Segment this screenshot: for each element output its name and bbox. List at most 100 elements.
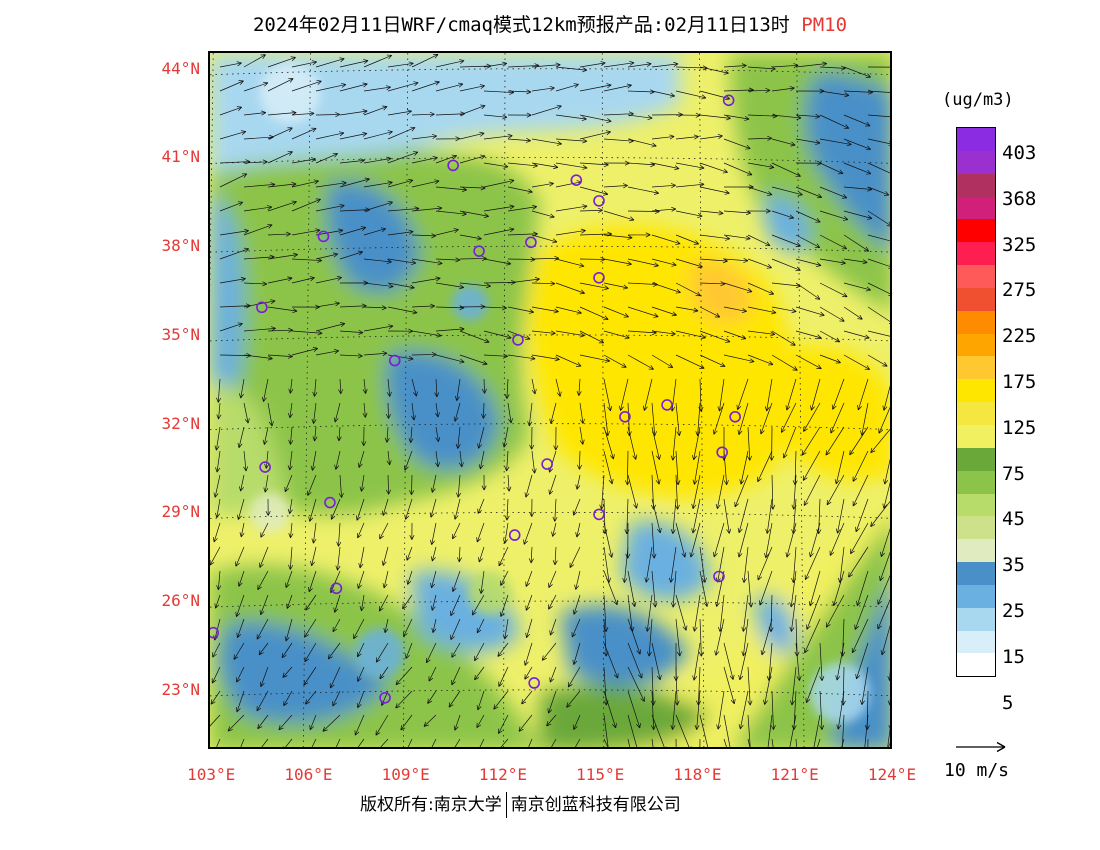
wind-arrow [843, 138, 872, 151]
wind-arrow [476, 618, 485, 634]
wind-arrow [555, 228, 586, 236]
wind-arrow [213, 474, 221, 498]
wind-arrow [359, 594, 365, 612]
wind-arrow [675, 182, 705, 188]
wind-arrow [723, 162, 753, 176]
wind-arrow [848, 546, 869, 578]
wind-arrow [785, 378, 797, 411]
wind-arrow [333, 594, 341, 613]
wind-arrow [627, 690, 641, 729]
wind-arrow [411, 133, 437, 140]
wind-arrow [795, 61, 828, 68]
wind-arrow [435, 186, 468, 192]
wind-arrow [305, 594, 317, 611]
wind-arrow [548, 474, 557, 495]
wind-arrow [502, 426, 509, 448]
wind-arrow [395, 666, 413, 686]
wind-arrow [675, 258, 703, 269]
wind-arrow [281, 642, 293, 659]
wind-arrow [579, 83, 612, 92]
wind-arrow [524, 474, 533, 498]
wind-arrow [747, 186, 773, 196]
station-marker [716, 446, 728, 459]
wind-arrow [311, 738, 317, 747]
wind-arrow [877, 598, 890, 630]
wind-arrow [404, 450, 413, 471]
wind-arrow [483, 353, 508, 359]
legend-swatch [957, 196, 995, 220]
wind-arrow [603, 354, 627, 368]
station-marker [593, 195, 605, 207]
wind-arrow [699, 66, 729, 75]
wind-arrow [555, 330, 585, 338]
longitude-line [210, 53, 214, 304]
wind-arrow [310, 450, 317, 471]
wind-arrow [572, 498, 581, 516]
wind-arrow [483, 227, 515, 236]
wind-arrow [507, 306, 535, 314]
wind-arrow [315, 228, 344, 236]
wind-arrow [675, 738, 677, 747]
wind-arrow [259, 666, 269, 688]
wind-arrow [239, 474, 245, 492]
wind-arrow [829, 522, 845, 556]
wind-arrow [215, 498, 221, 518]
wind-arrow [651, 206, 677, 212]
wind-arrow [285, 570, 293, 588]
wind-arrow [644, 546, 653, 583]
latitude-line [210, 68, 890, 76]
wind-arrow [357, 666, 365, 682]
longitude-line [601, 53, 605, 747]
wind-arrow [219, 173, 248, 188]
wind-arrow [819, 162, 844, 175]
wind-arrow [474, 666, 485, 681]
wind-arrow [765, 498, 773, 534]
wind-arrow [579, 114, 612, 123]
wind-arrow [304, 642, 317, 663]
wind-arrow [737, 522, 749, 558]
wind-arrow [806, 594, 821, 630]
wind-arrow [409, 522, 415, 540]
wind-arrow [333, 402, 341, 423]
wind-arrow [785, 522, 797, 558]
legend-tick-label: 125 [1002, 416, 1037, 439]
wind-arrow [430, 546, 437, 562]
wind-arrow [737, 498, 749, 534]
wind-arrow [339, 59, 369, 68]
wind-arrow [795, 282, 821, 300]
wind-arrow [867, 282, 890, 296]
wind-arrow [795, 258, 822, 267]
wind-arrow [523, 642, 533, 666]
wind-arrow [387, 81, 419, 92]
wind-arrow [476, 690, 485, 711]
wind-arrow [354, 714, 365, 736]
wind-arrow [483, 305, 507, 311]
wind-arrow [675, 282, 701, 297]
wind-arrow [603, 83, 632, 92]
wind-arrow [307, 474, 317, 496]
wind-arrow [381, 546, 389, 566]
station-marker [379, 691, 391, 704]
wind-arrow [723, 306, 747, 314]
wind-arrow [553, 426, 559, 451]
wind-arrow [627, 714, 638, 747]
wind-arrow [651, 426, 661, 460]
wind-arrow [378, 594, 389, 612]
wind-arrow [789, 594, 797, 632]
wind-arrow [825, 426, 845, 456]
wind-arrow [531, 306, 559, 314]
wind-arrow [627, 306, 659, 318]
longitude-line [503, 53, 506, 747]
wind-arrow [573, 714, 581, 730]
wind-arrow [402, 594, 413, 610]
wind-arrow [288, 522, 294, 539]
wind-arrow [430, 570, 437, 589]
wind-arrow [450, 594, 461, 617]
wind-reference-arrow-icon [956, 741, 1006, 753]
wind-arrow [483, 204, 515, 212]
wind-arrow [723, 258, 749, 263]
wind-arrow [267, 151, 293, 164]
wind-arrow [454, 378, 461, 401]
wind-arrow [507, 137, 531, 143]
station-marker [541, 458, 553, 470]
